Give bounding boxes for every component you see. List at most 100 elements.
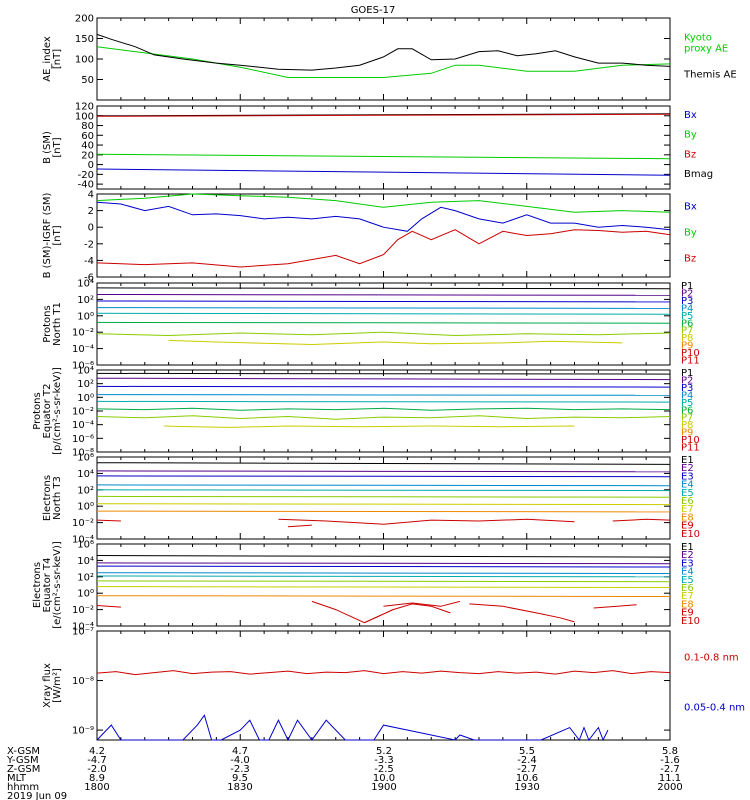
footer-value: -2.7 xyxy=(660,764,680,775)
y-axis-label: AE_index xyxy=(42,36,53,82)
series-line-p2 xyxy=(96,377,671,381)
series-line-e9e xyxy=(469,603,575,623)
y-tick-label: -40 xyxy=(78,180,94,191)
y-tick-label: 40 xyxy=(81,141,94,152)
legend-label: 0.05-0.4 nm xyxy=(684,702,745,713)
y-tick-label: 10² xyxy=(77,295,94,306)
panel-frame xyxy=(96,105,671,190)
y-tick-label: 10⁻² xyxy=(72,328,94,339)
legend-label: E3 xyxy=(681,471,694,482)
y-tick-label: -20 xyxy=(78,170,94,181)
y-axis-label: [nT] xyxy=(52,137,63,157)
series-line-e1 xyxy=(96,555,671,558)
series-line-by xyxy=(96,153,671,160)
footer-value: 1900 xyxy=(371,782,396,793)
y-tick-label: 10⁻⁸ xyxy=(72,448,94,459)
legend-label: E10 xyxy=(681,529,700,540)
series-line-p3 xyxy=(96,300,671,303)
y-axis-label: [nT] xyxy=(52,225,63,245)
legend-label: P10 xyxy=(681,435,700,446)
y-tick-label: 10⁴ xyxy=(77,366,94,377)
series-line-e6 xyxy=(96,580,671,583)
legend-label: P7 xyxy=(681,326,693,337)
y-tick-label: 10⁻⁸ xyxy=(72,676,94,687)
y-tick-label: 200 xyxy=(75,14,94,25)
series-line-e7 xyxy=(96,503,671,506)
y-tick-label: 10⁻² xyxy=(72,605,94,616)
y-tick-label: -4 xyxy=(84,256,94,267)
legend-label: E5 xyxy=(681,488,694,499)
y-axis-label: North T3 xyxy=(52,476,63,520)
legend-label: P2 xyxy=(681,288,693,299)
y-tick-label: 10² xyxy=(77,379,94,390)
legend-label: Bz xyxy=(684,253,696,264)
footer-row-label: Y-GSM xyxy=(6,755,39,766)
y-axis-label: [nT] xyxy=(52,49,63,69)
legend-label: P8 xyxy=(681,420,693,431)
series-line-e5 xyxy=(96,575,671,578)
footer-value: 10.0 xyxy=(373,773,395,784)
footer-value: 1830 xyxy=(227,782,252,793)
y-tick-label: 10⁻⁴ xyxy=(72,344,94,355)
legend-label: P6 xyxy=(681,405,693,416)
series-line-p4 xyxy=(96,394,671,396)
y-tick-label: 80 xyxy=(81,121,94,132)
footer-date: 2019 Jun 09 xyxy=(7,791,67,800)
panel-frame xyxy=(96,369,671,453)
legend-label: P7 xyxy=(681,413,693,424)
footer-row-label: hhmm xyxy=(7,782,39,793)
series-line-p1 xyxy=(96,287,671,290)
footer-value: 10.6 xyxy=(516,773,538,784)
legend-label: P5 xyxy=(681,398,693,409)
y-tick-label: 60 xyxy=(81,131,94,142)
legend-label: By xyxy=(684,228,697,239)
y-tick-label: 0 xyxy=(88,160,94,171)
plot-title: GOES-17 xyxy=(351,5,396,16)
y-axis-label: Xray flux xyxy=(42,663,53,708)
footer-value: 2000 xyxy=(657,782,682,793)
series-line-e2 xyxy=(96,470,671,473)
series-line-e5 xyxy=(96,489,671,492)
legend-label: E1 xyxy=(681,542,694,553)
series-line-e4 xyxy=(96,572,671,574)
series-line-e9d xyxy=(383,600,461,607)
y-tick-label: 10⁴ xyxy=(77,556,94,567)
y-axis-label: [p/(cm²-s-sr-keV)] xyxy=(52,367,63,455)
y-tick-label: 10⁶ xyxy=(77,453,94,464)
legend-label: P5 xyxy=(681,311,693,322)
y-tick-label: 10⁰ xyxy=(77,311,94,322)
legend-label: P6 xyxy=(681,318,693,329)
y-tick-label: -2 xyxy=(84,239,94,250)
y-axis-label: North T1 xyxy=(52,302,63,346)
legend-label: E3 xyxy=(681,558,694,569)
legend-label: P9 xyxy=(681,341,693,352)
legend-label: P1 xyxy=(681,281,693,292)
series-line-e9a xyxy=(96,605,121,608)
footer-value: 1930 xyxy=(514,782,539,793)
y-tick-label: 2 xyxy=(88,206,94,217)
y-tick-label: -6 xyxy=(84,273,94,284)
panel-peq: 10⁻⁸ 10⁻⁶ 10⁻⁴ 10⁻² 10⁰ 10² 10⁴ Protons Equator … xyxy=(32,366,700,459)
footer-row-label: MLT xyxy=(7,773,27,784)
legend-label: P2 xyxy=(681,375,693,386)
y-tick-label: 10⁻⁹ xyxy=(72,726,94,737)
series-line-e9c xyxy=(478,518,575,523)
legend-label: E6 xyxy=(681,583,694,594)
legend-label: P11 xyxy=(681,356,700,367)
series-line-e9f xyxy=(593,604,637,609)
legend-label: Bx xyxy=(684,110,697,121)
y-axis-label: Electrons xyxy=(32,562,43,608)
legend-label: E7 xyxy=(681,591,694,602)
series-line-p5 xyxy=(96,312,671,315)
legend-label: By xyxy=(684,130,697,141)
series-line-p8 xyxy=(163,425,575,428)
y-tick-label: 10⁰ xyxy=(77,502,94,513)
legend-label: P11 xyxy=(681,443,700,454)
series-line-e3 xyxy=(96,475,671,478)
series-line-0-05-0-4-nm xyxy=(96,714,609,742)
series-line-p3 xyxy=(96,385,671,388)
legend-label: P3 xyxy=(681,383,693,394)
